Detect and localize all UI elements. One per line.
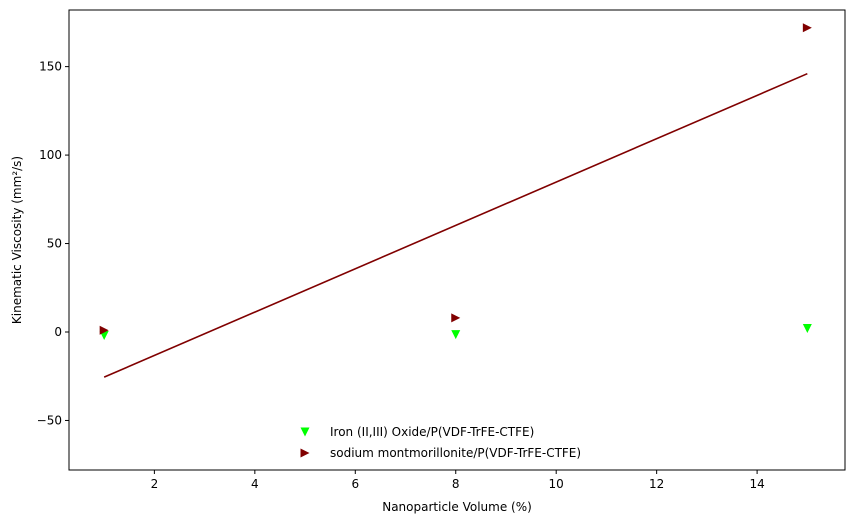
legend: Iron (II,III) Oxide/P(VDF-TrFE-CTFE) sodi… [300, 425, 581, 460]
y-tick-label: 0 [54, 325, 62, 339]
y-axis-label: Kinematic Viscosity (mm²/s) [10, 156, 24, 324]
data-point-series-1 [451, 330, 461, 340]
x-tick-label: 6 [351, 477, 359, 491]
data-marks [99, 23, 812, 378]
x-axis-label: Nanoparticle Volume (%) [382, 500, 532, 514]
legend-marker-series-2 [300, 448, 310, 458]
x-tick-label: 4 [251, 477, 259, 491]
plot-frame [68, 9, 846, 471]
data-point-series-2 [802, 23, 812, 33]
data-point-series-2 [451, 313, 461, 323]
trend-line [103, 72, 808, 378]
legend-marker-series-1 [300, 427, 310, 437]
legend-label-series-2: sodium montmorillonite/P(VDF-TrFE-CTFE) [330, 446, 581, 460]
x-tick-label: 8 [452, 477, 460, 491]
x-tick-label: 12 [649, 477, 664, 491]
data-point-series-2 [99, 325, 109, 335]
y-tick-label: 50 [47, 237, 62, 251]
plot-background [69, 10, 845, 470]
x-tick-label: 10 [549, 477, 564, 491]
y-tick-label: 150 [39, 60, 62, 74]
x-axis-ticks: 2 4 6 8 10 12 14 [151, 470, 765, 491]
y-tick-label: −50 [37, 413, 62, 427]
x-tick-label: 2 [151, 477, 159, 491]
x-tick-label: 14 [749, 477, 764, 491]
legend-label-series-1: Iron (II,III) Oxide/P(VDF-TrFE-CTFE) [330, 425, 534, 439]
data-point-series-1 [802, 323, 812, 333]
y-axis-ticks: −50 0 50 100 150 [37, 60, 69, 427]
y-tick-label: 100 [39, 148, 62, 162]
